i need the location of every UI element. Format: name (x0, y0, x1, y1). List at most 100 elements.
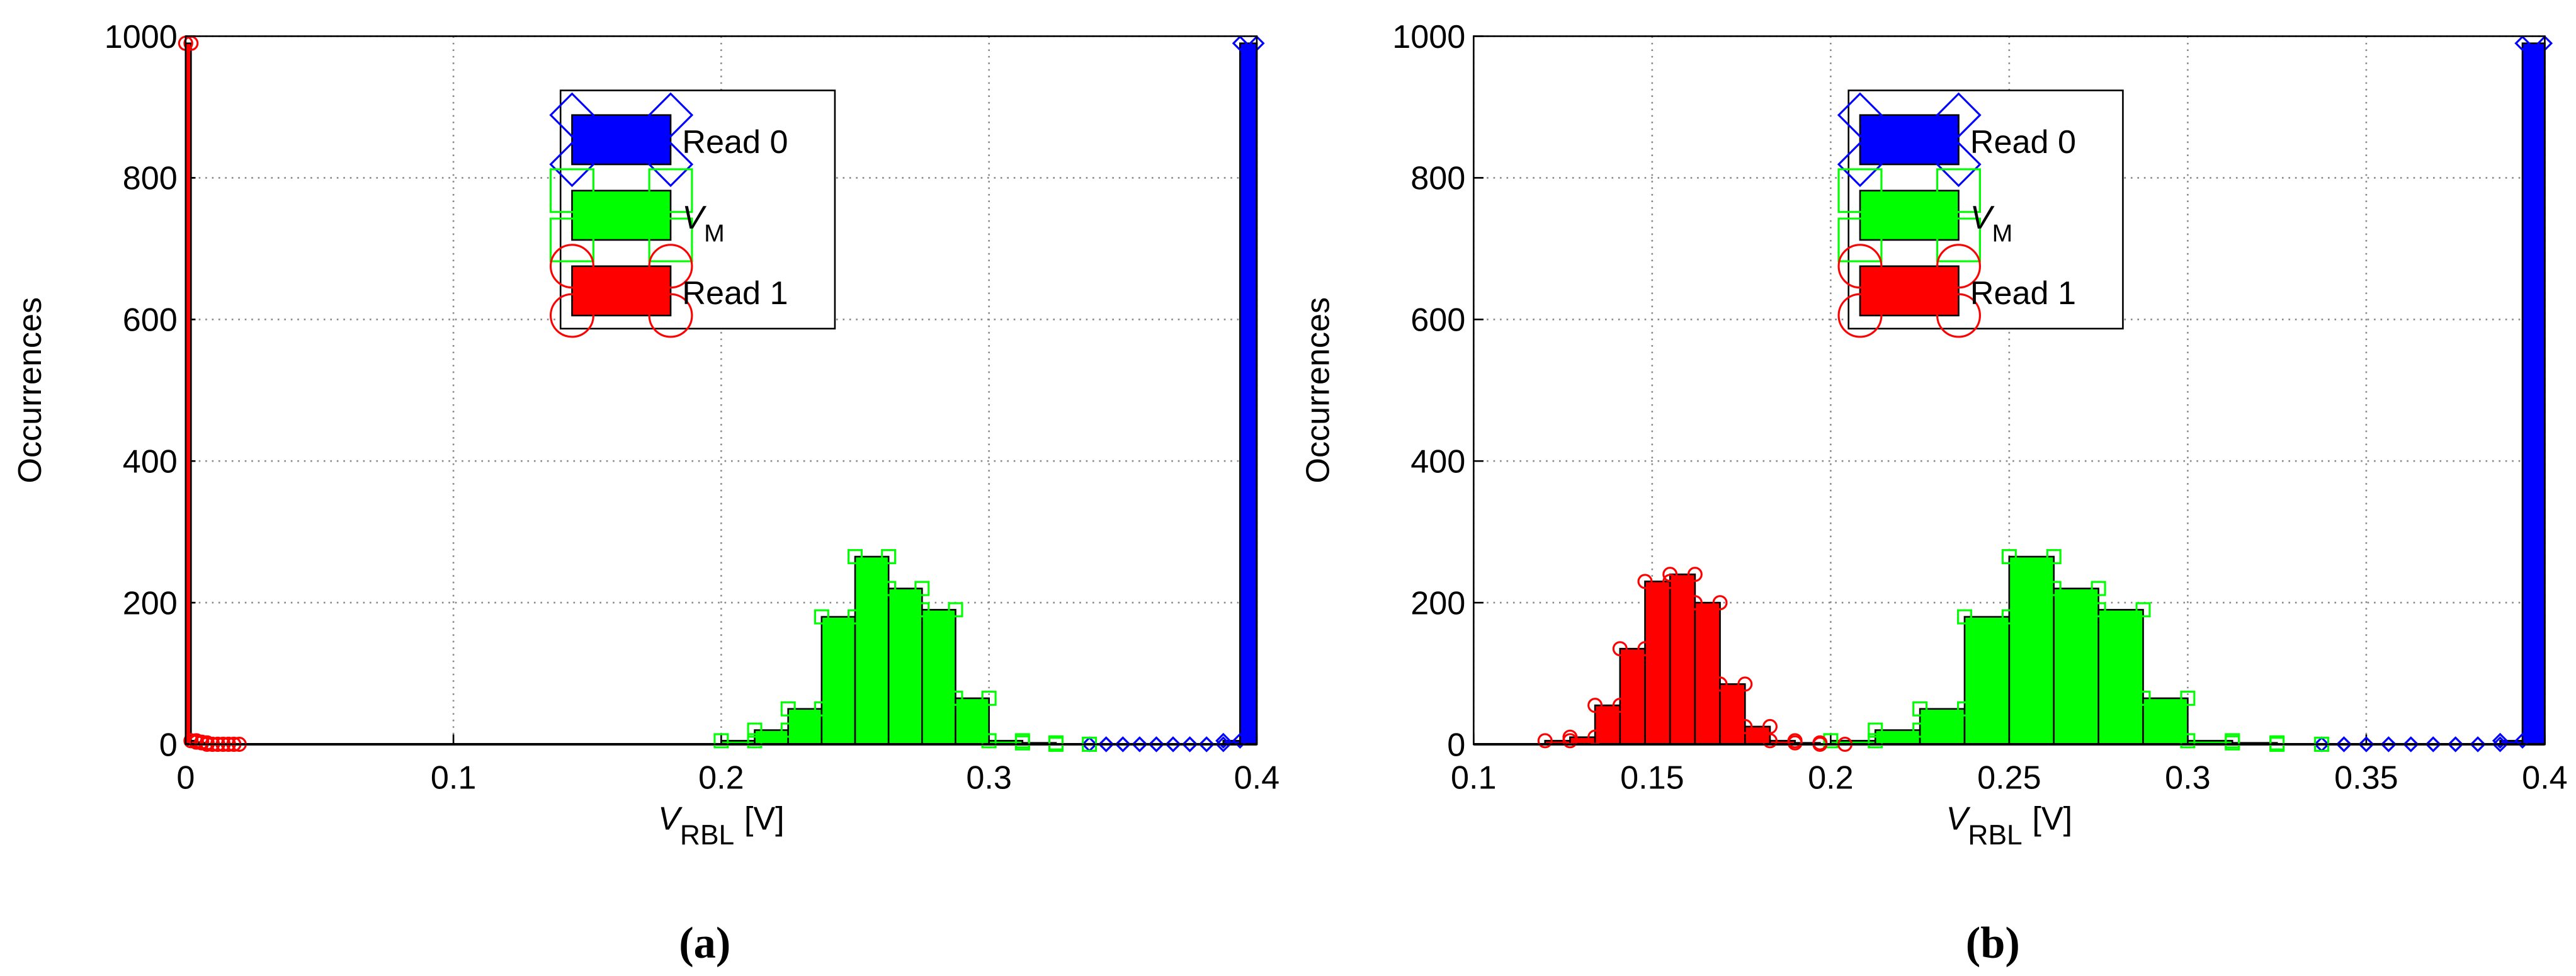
legend-label: Read 1 (1970, 275, 2076, 312)
legend-label-sub: M (704, 220, 725, 247)
y-tick-label: 0 (159, 727, 178, 763)
marker (648, 217, 693, 263)
bar (1963, 616, 2011, 746)
marker (2091, 602, 2106, 618)
x-tick-label: 0.4 (2522, 759, 2568, 796)
legend-label-main: V (682, 200, 706, 236)
marker (549, 168, 594, 213)
marker (2492, 732, 2509, 749)
marker (1132, 736, 1148, 752)
marker (1912, 701, 1928, 717)
marker (2001, 549, 2017, 565)
marker (848, 609, 863, 625)
marker (1787, 735, 1803, 751)
marker (1936, 293, 1981, 338)
x-tick-label: 0.1 (431, 759, 477, 796)
marker (1762, 733, 1778, 749)
marker (1181, 736, 1198, 752)
legend-label: Read 0 (1970, 124, 2076, 161)
marker (1936, 244, 1981, 289)
x-tick-label: 0.1 (1451, 759, 1497, 796)
marker (1956, 701, 1972, 717)
x-axis-label-unit: [V] (744, 801, 785, 837)
y-tick-label: 400 (1410, 443, 1465, 480)
x-axis-label-sub: RBL (680, 820, 734, 851)
marker (1912, 722, 1928, 738)
marker (647, 92, 694, 138)
marker (549, 92, 595, 138)
bar (887, 587, 923, 746)
legend-label: Read 1 (682, 275, 788, 312)
marker (1662, 567, 1678, 582)
y-tick-label: 0 (1447, 727, 1465, 763)
marker (2046, 549, 2062, 565)
legend-label-sub: M (1992, 220, 2013, 247)
marker (881, 549, 897, 565)
legend-patch (571, 265, 672, 317)
marker (1712, 676, 1728, 692)
marker (1612, 698, 1628, 713)
marker (1936, 217, 1981, 263)
marker (2135, 690, 2151, 706)
legend: Read 0 VM Read 1 (1837, 89, 2124, 338)
marker (2358, 736, 2375, 752)
legend-patch (1859, 190, 1960, 241)
x-tick-label: 0.2 (698, 759, 744, 796)
y-tick-label: 800 (1410, 161, 1465, 197)
legend-patch (571, 114, 672, 166)
marker (1637, 641, 1653, 657)
bar (1694, 601, 1721, 746)
x-axis-label: VRBL [V] (658, 801, 785, 851)
marker (188, 734, 204, 750)
bar (1239, 42, 1258, 746)
bar (1719, 683, 1746, 746)
marker (1936, 92, 1982, 138)
x-tick-label: 0 (176, 759, 195, 796)
marker (2001, 609, 2017, 625)
marker (747, 722, 763, 738)
bar (2097, 609, 2144, 746)
marker (648, 244, 693, 289)
marker (1662, 574, 1678, 589)
legend-label: VM (682, 200, 724, 247)
x-axis-label: VRBL [V] (1946, 801, 2073, 851)
marker (814, 609, 829, 625)
marker (780, 701, 796, 717)
marker (2448, 736, 2464, 752)
x-tick-label: 0.35 (2334, 759, 2398, 796)
marker (1148, 736, 1165, 752)
x-tick-label: 0.2 (1808, 759, 1854, 796)
x-tick-label: 0.25 (1977, 759, 2041, 796)
x-axis-label-main: V (658, 801, 683, 837)
axes-box (1473, 35, 2546, 746)
marker (1687, 595, 1703, 611)
marker (2180, 733, 2196, 749)
marker (1198, 736, 1215, 752)
bar (921, 609, 956, 746)
x-axis-label-main: V (1946, 801, 1971, 837)
legend-patch (571, 190, 672, 241)
caption: (b) (1966, 919, 2020, 968)
marker (549, 141, 595, 188)
y-tick-label: 400 (123, 443, 178, 480)
marker (1936, 168, 1981, 213)
marker (1837, 244, 1883, 289)
legend: Read 0 VM Read 1 (549, 89, 836, 338)
marker (981, 690, 997, 706)
y-tick-label: 1000 (105, 19, 178, 55)
y-tick-label: 600 (1410, 302, 1465, 339)
y-tick-label: 1000 (1392, 19, 1465, 55)
bar (1644, 581, 1671, 746)
marker (948, 602, 963, 618)
marker (1956, 609, 1972, 625)
marker (2514, 732, 2531, 749)
marker (1165, 736, 1181, 752)
marker (1115, 736, 1131, 752)
marker (2135, 602, 2151, 618)
marker (1762, 718, 1778, 734)
marker (1868, 722, 1883, 738)
marker (914, 581, 930, 596)
marker (780, 722, 796, 738)
